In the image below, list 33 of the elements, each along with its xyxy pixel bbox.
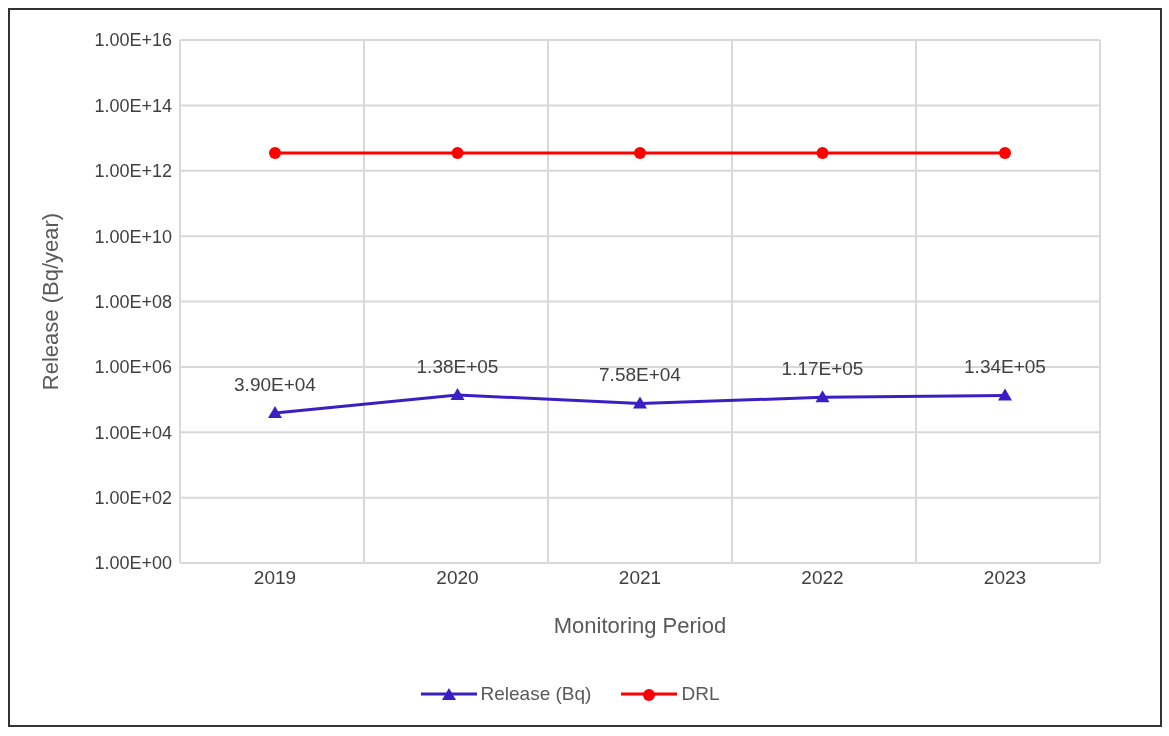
y-tick-label: 1.00E+00 xyxy=(94,553,172,574)
y-tick-label: 1.00E+06 xyxy=(94,357,172,378)
y-axis-title: Release (Bq/year) xyxy=(37,212,63,391)
x-tick-label: 2020 xyxy=(436,567,479,589)
y-tick-label: 1.00E+02 xyxy=(94,488,172,509)
point xyxy=(450,387,465,400)
y-tick-label: 1.00E+10 xyxy=(94,226,172,247)
point xyxy=(269,146,281,159)
legend-label: DRL xyxy=(680,683,720,705)
point xyxy=(998,388,1012,401)
x-tick-label: 2022 xyxy=(801,567,844,589)
point xyxy=(634,146,646,159)
point xyxy=(268,405,282,418)
y-tick-label: 1.00E+12 xyxy=(94,161,172,182)
x-tick-label: 2021 xyxy=(618,567,662,589)
data-label: 1.34E+05 xyxy=(964,356,1046,378)
data-label: 1.17E+05 xyxy=(781,358,864,380)
data-label: 1.38E+05 xyxy=(416,355,499,377)
point xyxy=(633,396,647,409)
point xyxy=(999,146,1011,159)
y-tick-label: 1.00E+14 xyxy=(94,95,172,116)
x-tick-label: 2023 xyxy=(983,567,1027,589)
x-tick-label: 2019 xyxy=(253,567,297,589)
x-axis-title: Monitoring Period xyxy=(553,613,727,638)
legend-label: Release (Bq) xyxy=(479,683,592,705)
y-tick-label: 1.00E+16 xyxy=(94,30,172,51)
point xyxy=(815,390,830,403)
point xyxy=(451,146,464,159)
y-tick-label: 1.00E+04 xyxy=(94,422,172,443)
point xyxy=(816,146,829,159)
data-label: 7.58E+04 xyxy=(599,364,682,386)
y-tick-label: 1.00E+08 xyxy=(94,291,172,312)
data-label: 3.90E+04 xyxy=(234,373,317,395)
